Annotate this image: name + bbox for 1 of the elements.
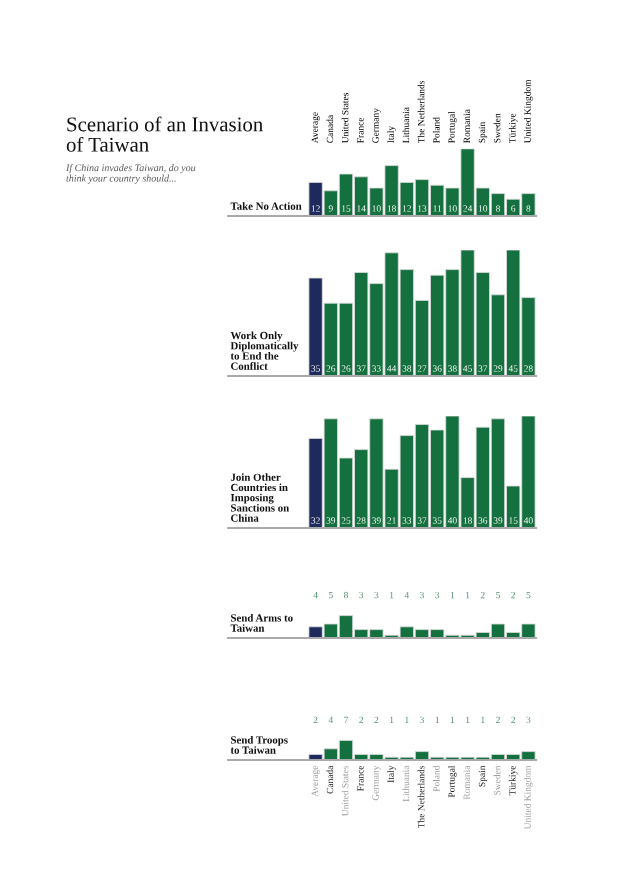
text: Scenario of an Invasion of Taiwan — [66, 116, 263, 152]
